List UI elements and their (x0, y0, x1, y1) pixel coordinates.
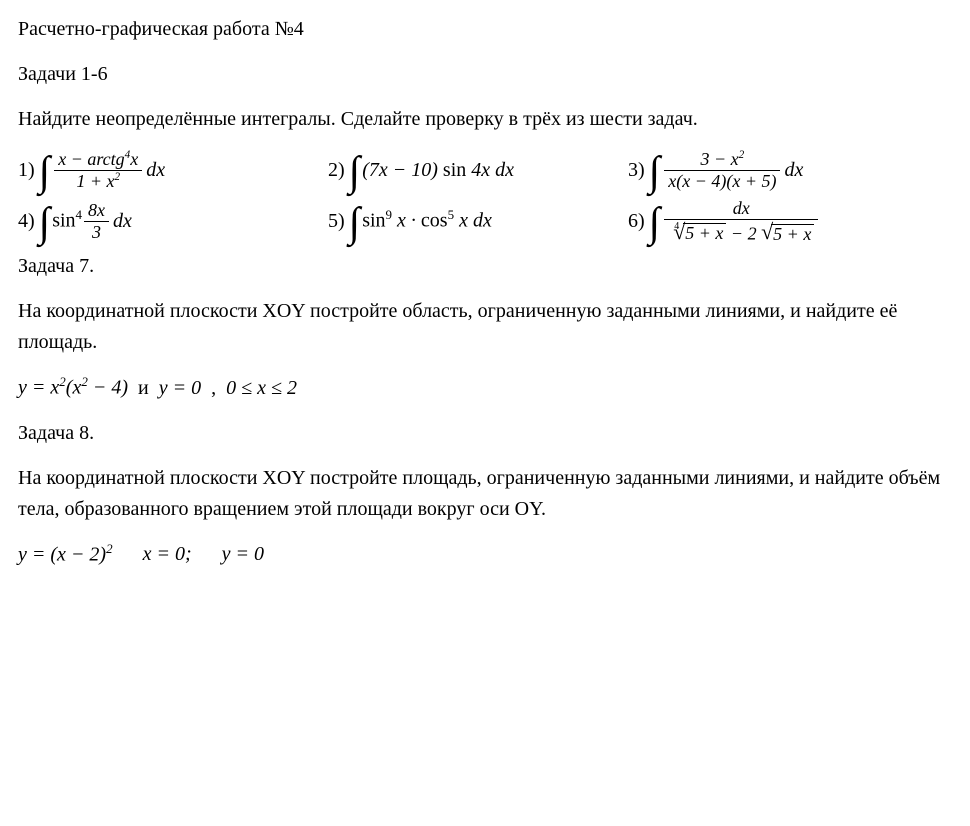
integrand: (7x − 10) sin 4x dx (362, 155, 514, 186)
integral-sign-icon: ∫ (349, 151, 361, 193)
worksheet-page: Расчетно-графическая работа №4 Задачи 1-… (0, 0, 970, 826)
task-8-heading: Задача 8. (18, 418, 952, 449)
integral-sign-icon: ∫ (649, 151, 661, 193)
task-7-equations: y = x2(x2 − 4) и y = 0 , 0 ≤ x ≤ 2 (18, 372, 952, 404)
task-7-body: На координатной плоскости XOY постройте … (18, 296, 952, 358)
fraction: 8x 3 (84, 201, 109, 242)
task-7-heading: Задача 7. (18, 251, 952, 282)
fraction: 3 − x2 x(x − 4)(x + 5) (664, 150, 780, 191)
dx: dx (146, 155, 165, 186)
problem-1: 1) ∫ x − arctg4x 1 + x2 dx (18, 149, 318, 191)
task7-sep: , (211, 373, 216, 404)
problem-5: 5) ∫ sin9 x · cos5 x dx (328, 200, 618, 242)
dx: dx (113, 206, 132, 237)
problem-3: 3) ∫ 3 − x2 x(x − 4)(x + 5) dx (628, 149, 952, 191)
fraction: dx 4 √ 5 + x − 2 √ 5 + x (664, 199, 818, 243)
task-8-equations: y = (x − 2)2 x = 0; y = 0 (18, 539, 952, 571)
problem-number: 5) (328, 206, 345, 237)
problem-number: 1) (18, 155, 35, 186)
task7-eq2: y = 0 (159, 373, 201, 404)
integral-sign-icon: ∫ (39, 151, 51, 193)
problem-number: 6) (628, 206, 645, 237)
task7-and: и (138, 373, 149, 404)
instruction-1-6: Найдите неопределённые интегралы. Сделай… (18, 104, 952, 135)
task8-sep2 (202, 539, 212, 570)
dx: dx (784, 155, 803, 186)
problem-number: 4) (18, 206, 35, 237)
problem-number: 2) (328, 155, 345, 186)
square-root: √ 5 + x (761, 221, 814, 243)
task8-eq3: y = 0 (222, 539, 264, 570)
problem-4: 4) ∫ sin4 8x 3 dx (18, 200, 318, 242)
task8-eq2: x = 0; (143, 539, 192, 570)
integral-sign-icon: ∫ (39, 202, 51, 244)
section-1-6-heading: Задачи 1-6 (18, 59, 952, 90)
sin4: sin4 (52, 205, 82, 237)
task7-eq1: y = x2(x2 − 4) (18, 372, 128, 404)
fraction: x − arctg4x 1 + x2 (54, 150, 142, 191)
integrand: sin9 x · cos5 x dx (362, 205, 492, 237)
page-title: Расчетно-графическая работа №4 (18, 14, 952, 45)
task8-eq1: y = (x − 2)2 (18, 539, 113, 571)
fourth-root: 4 √ 5 + x (668, 221, 726, 243)
integral-sign-icon: ∫ (349, 202, 361, 244)
integral-sign-icon: ∫ (649, 202, 661, 244)
equation-row-1: 1) ∫ x − arctg4x 1 + x2 dx 2) ∫ (7x − 10… (18, 149, 952, 191)
minus-two: − 2 (731, 223, 757, 243)
equation-row-2: 4) ∫ sin4 8x 3 dx 5) ∫ sin9 x · cos5 x d… (18, 199, 952, 243)
task8-sep1 (123, 539, 133, 570)
problem-2: 2) ∫ (7x − 10) sin 4x dx (328, 149, 618, 191)
task7-range: 0 ≤ x ≤ 2 (226, 373, 297, 404)
problem-number: 3) (628, 155, 645, 186)
task-8-body: На координатной плоскости XOY постройте … (18, 463, 952, 525)
problem-6: 6) ∫ dx 4 √ 5 + x − 2 √ 5 + x (628, 199, 952, 243)
